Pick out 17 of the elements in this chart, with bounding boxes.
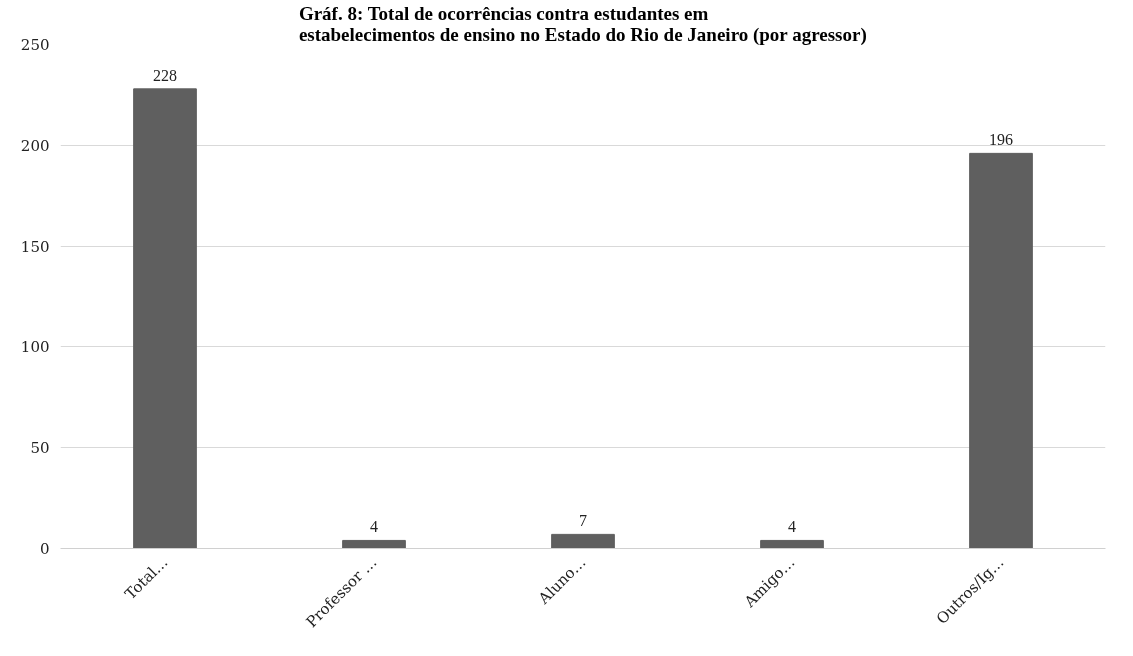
y-tick-label: 0 — [39, 540, 50, 558]
y-tick-label: 250 — [20, 36, 50, 54]
bar — [133, 88, 197, 549]
data-label: 7 — [579, 512, 587, 530]
y-tick-label: 50 — [30, 439, 50, 458]
bar — [551, 533, 615, 549]
data-label: 4 — [788, 518, 796, 536]
bar — [760, 539, 824, 549]
y-tick-label: 100 — [20, 338, 50, 357]
y-tick-label: 200 — [20, 136, 50, 155]
chart-title: Gráf. 8: Total de ocorrências contra estudantes em estabelecimentos de ensino no Estado do Rio de Janeiro (por agressor) — [298, 2, 867, 46]
data-label: 4 — [370, 518, 378, 536]
data-label: 228 — [153, 66, 177, 84]
data-label: 196 — [989, 131, 1013, 149]
y-tick-label: 150 — [20, 237, 50, 256]
bar — [342, 539, 406, 549]
bar — [969, 152, 1033, 549]
